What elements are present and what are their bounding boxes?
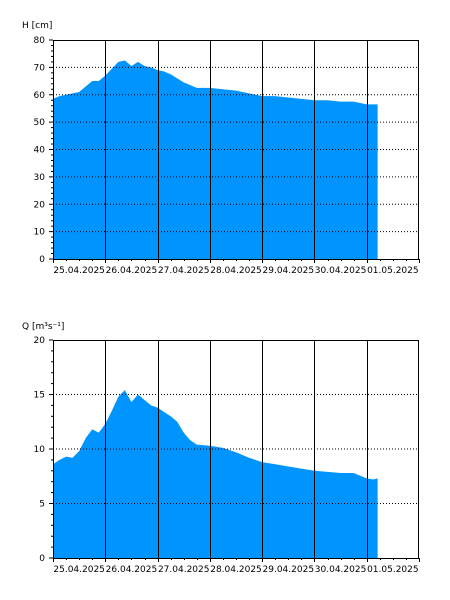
x-tick-label: 27.04.2025 (158, 266, 210, 276)
discharge-chart: Q [m³s⁻¹] 0 5 10 15 20 25.04.2025 26.04.2025 27… (22, 322, 420, 575)
y-tick-label: 20 (34, 336, 46, 346)
y-axis-title: Q [m³s⁻¹] (22, 322, 64, 332)
y-tick-label: 10 (34, 228, 46, 238)
y-tick-label: 30 (34, 173, 46, 183)
y-tick-label: 80 (34, 36, 46, 46)
y-tick-label: 15 (34, 391, 45, 401)
y-tick-label: 40 (34, 146, 46, 156)
y-tick-label: 20 (34, 200, 46, 210)
x-tick-label: 01.05.2025 (367, 565, 419, 575)
y-tick-label: 0 (39, 255, 45, 265)
x-tick-label: 30.04.2025 (315, 565, 367, 575)
x-tick-label: 27.04.2025 (158, 565, 210, 575)
y-tick-label: 50 (34, 118, 46, 128)
data-area (53, 390, 378, 558)
y-tick-label: 10 (34, 445, 46, 455)
x-tick-label: 26.04.2025 (106, 266, 158, 276)
x-tick-label: 25.04.2025 (53, 565, 105, 575)
x-tick-label: 25.04.2025 (53, 266, 105, 276)
x-tick-label: 01.05.2025 (367, 266, 419, 276)
y-tick-label: 60 (34, 91, 46, 101)
y-axis-title: H [cm] (22, 21, 52, 31)
x-tick-label: 29.04.2025 (263, 266, 315, 276)
x-tick-label: 26.04.2025 (106, 565, 158, 575)
water-level-chart: H [cm] 0 10 20 30 40 50 60 70 80 25.04.2025 26.04.… (22, 21, 420, 276)
data-area (53, 60, 378, 259)
y-tick-label: 5 (39, 500, 45, 510)
x-tick-label: 29.04.2025 (263, 565, 315, 575)
x-tick-label: 28.04.2025 (210, 565, 262, 575)
x-tick-label: 30.04.2025 (315, 266, 367, 276)
y-tick-label: 0 (39, 554, 45, 564)
y-tick-label: 70 (34, 63, 46, 73)
x-tick-label: 28.04.2025 (210, 266, 262, 276)
